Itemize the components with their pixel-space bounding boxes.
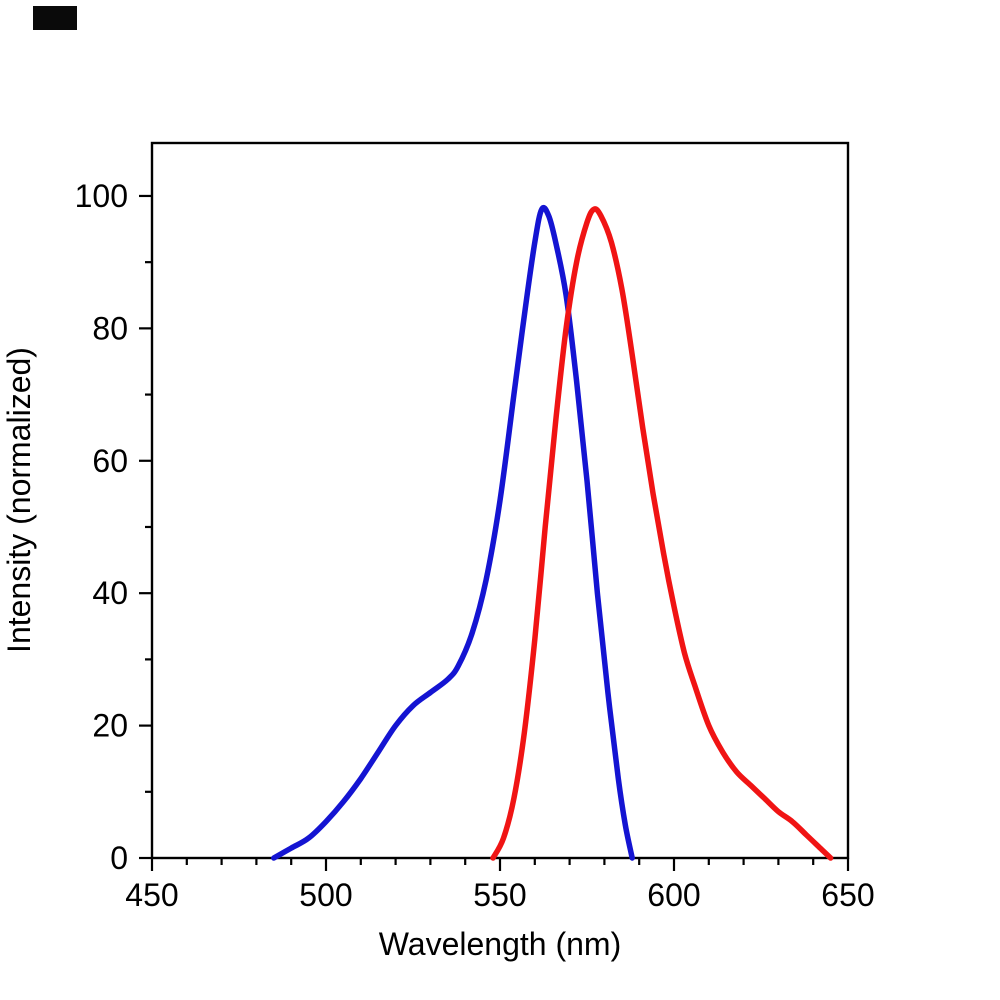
x-tick-label: 550 (473, 877, 526, 913)
x-tick-label: 500 (299, 877, 352, 913)
y-tick-label: 100 (75, 178, 128, 214)
y-tick-label: 80 (92, 310, 128, 346)
x-tick-label: 650 (821, 877, 874, 913)
x-tick-label: 450 (125, 877, 178, 913)
x-tick-label: 600 (647, 877, 700, 913)
x-axis-label: Wavelength (nm) (379, 926, 621, 962)
y-tick-label: 20 (92, 708, 128, 744)
y-tick-label: 40 (92, 575, 128, 611)
y-axis-label: Intensity (normalized) (1, 347, 37, 653)
emission-curve (490, 206, 834, 861)
y-tick-label: 0 (110, 840, 128, 876)
y-tick-label: 60 (92, 443, 128, 479)
excitation-curve (271, 204, 635, 861)
axis-ticks (139, 194, 850, 871)
corner-artifact (33, 6, 77, 30)
tick-labels: 450 500 550 600 650 0 20 40 60 80 100 (75, 178, 875, 913)
